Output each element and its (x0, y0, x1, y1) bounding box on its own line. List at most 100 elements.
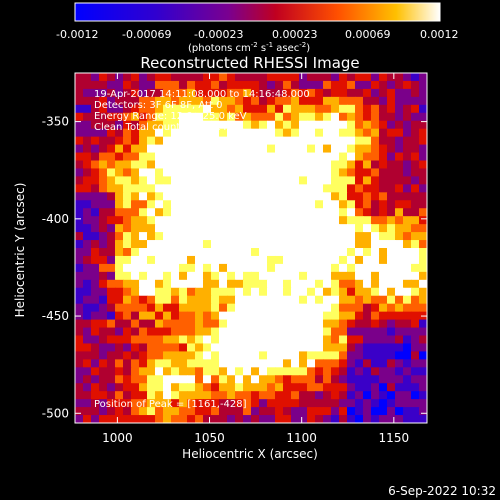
heatmap-cell (339, 343, 348, 352)
heatmap-cell (171, 383, 180, 392)
heatmap-cell (403, 375, 412, 384)
colorbar-tick: 0.00023 (272, 28, 318, 41)
heatmap-cell (323, 112, 332, 122)
heatmap-cell (147, 311, 156, 321)
heatmap-cell (283, 73, 292, 82)
heatmap-cell (235, 216, 244, 225)
heatmap-cell (211, 279, 220, 289)
heatmap-cell (131, 208, 140, 217)
heatmap-cell (379, 287, 388, 297)
heatmap-cell (139, 160, 148, 170)
heatmap-cell (275, 160, 284, 170)
heatmap-cell (243, 168, 252, 177)
heatmap-cell (403, 327, 412, 337)
heatmap-cell (139, 399, 148, 408)
heatmap-cell (179, 327, 188, 337)
heatmap-cell (107, 303, 116, 313)
heatmap-cell (275, 343, 284, 352)
heatmap-cell (347, 120, 356, 130)
heatmap-cell (115, 383, 124, 392)
heatmap-cell (363, 287, 372, 297)
heatmap-cell (387, 271, 396, 281)
heatmap-cell (155, 200, 164, 209)
heatmap-cell (283, 391, 292, 400)
heatmap-cell (395, 279, 404, 289)
heatmap-cell (291, 80, 300, 90)
heatmap-cell (387, 367, 396, 376)
heatmap-cell (171, 319, 180, 329)
heatmap-cell (195, 255, 204, 265)
heatmap-cell (267, 192, 276, 201)
heatmap-cell (219, 96, 228, 106)
heatmap-cell (363, 208, 372, 217)
heatmap-cell (315, 319, 324, 329)
heatmap-cell (411, 303, 420, 313)
heatmap-cell (83, 343, 92, 352)
heatmap-cell (195, 375, 204, 384)
heatmap-cell (363, 168, 372, 177)
heatmap-cell (275, 255, 284, 265)
heatmap-cell (355, 383, 364, 392)
heatmap-cell (115, 176, 124, 185)
heatmap-cell (235, 375, 244, 384)
heatmap-cell (91, 96, 100, 106)
heatmap-cell (99, 232, 108, 241)
heatmap-cell (259, 240, 268, 249)
heatmap-cell (155, 263, 164, 273)
heatmap-cell (107, 359, 116, 368)
heatmap-cell (379, 255, 388, 265)
heatmap-cell (131, 160, 140, 170)
heatmap-cell (395, 168, 404, 177)
heatmap-cell (99, 104, 108, 114)
heatmap-cell (227, 343, 236, 352)
heatmap-cell (139, 136, 148, 146)
heatmap-cell (363, 96, 372, 106)
heatmap-cell (267, 128, 276, 138)
heatmap-cell (379, 200, 388, 209)
heatmap-cell (99, 80, 108, 90)
heatmap-cell (347, 176, 356, 185)
heatmap-cell (123, 168, 132, 177)
heatmap-cell (275, 184, 284, 193)
heatmap-cell (115, 263, 124, 273)
heatmap-cell (203, 343, 212, 352)
heatmap-cell (315, 351, 324, 360)
heatmap-cell (347, 144, 356, 154)
heatmap-cell (211, 96, 220, 106)
heatmap-cell (219, 335, 228, 345)
heatmap-cell (379, 303, 388, 313)
heatmap-cell (267, 287, 276, 297)
heatmap-cell (99, 399, 108, 408)
heatmap-cell (275, 303, 284, 313)
heatmap-cell (363, 279, 372, 289)
heatmap-cell (131, 327, 140, 337)
heatmap-cell (419, 367, 427, 376)
heatmap-cell (275, 375, 284, 384)
heatmap-cell (291, 279, 300, 289)
heatmap-cell (419, 375, 427, 384)
heatmap-cell (363, 176, 372, 185)
heatmap-cell (315, 407, 324, 416)
peak-position-label: Position of Peak = [1161,-428] (94, 399, 247, 410)
heatmap-cell (227, 399, 236, 408)
heatmap-cell (91, 88, 100, 98)
heatmap-cell (347, 343, 356, 352)
heatmap-cell (355, 73, 364, 82)
heatmap-cell (379, 375, 388, 384)
heatmap-cell (283, 112, 292, 122)
heatmap-cell (163, 160, 172, 170)
heatmap-cell (227, 327, 236, 337)
heatmap-cell (355, 184, 364, 193)
heatmap-cell (171, 248, 180, 257)
heatmap-cell (163, 279, 172, 289)
heatmap-cell (91, 73, 100, 82)
heatmap-cell (419, 128, 427, 138)
heatmap-cell (291, 192, 300, 201)
heatmap-cell (147, 263, 156, 273)
heatmap-cell (363, 415, 372, 423)
heatmap-cell (187, 120, 196, 130)
heatmap-cell (299, 160, 308, 170)
heatmap-cell (403, 192, 412, 201)
heatmap-cell (163, 232, 172, 241)
heatmap-cell (307, 271, 316, 281)
